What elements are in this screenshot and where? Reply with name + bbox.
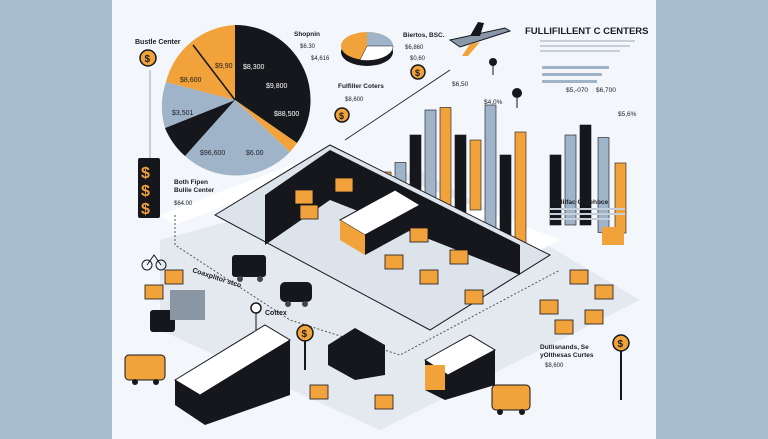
label-bulile-center: Bulile Center <box>174 187 215 194</box>
label-cottex: Cottex <box>265 310 287 317</box>
pie-slice-black <box>235 24 311 144</box>
package-icon <box>419 269 439 285</box>
bar <box>549 154 562 226</box>
label-small-value: $4,616 <box>311 56 330 62</box>
package-icon <box>144 284 164 300</box>
label-dutlisnands-value: $8,600 <box>545 363 564 369</box>
bar <box>579 124 592 226</box>
package-icon <box>594 284 614 300</box>
progress-line <box>542 66 609 69</box>
logistics-illustration: $9,90 $8,300 $8,600 $9,800 $3,501 $88,50… <box>124 22 649 430</box>
label-fulfiller-coters: Fulfiller Coters <box>338 83 384 90</box>
package-icon <box>584 309 604 325</box>
bar-value-label: $5,6% <box>618 111 637 118</box>
truck-icon <box>424 334 497 400</box>
infographic-canvas: $9,90 $8,300 $8,600 $9,800 $3,501 $88,50… <box>112 0 656 439</box>
van-icon <box>232 255 266 282</box>
bar <box>484 104 497 236</box>
package-icon <box>299 204 319 220</box>
svg-text:$: $ <box>141 183 150 200</box>
svg-text:$: $ <box>415 68 420 78</box>
bar-value-label: $6,50 <box>452 81 469 88</box>
pie-label: $8,300 <box>243 64 265 71</box>
bar-value-label: $4,0% <box>484 99 503 106</box>
bar-value-label: $5,-070 <box>566 87 588 94</box>
map-pin-icon <box>250 302 262 330</box>
page-title: FULLIFILLENT C CENTERS <box>525 26 649 37</box>
van-icon <box>328 328 385 380</box>
label-yolthesas: yOlthesas Curtes <box>540 352 594 359</box>
label-biertos: Biertos, BSC. <box>403 32 445 39</box>
package-stacks <box>144 177 614 410</box>
package-icon <box>464 289 484 305</box>
package-icon <box>294 189 314 205</box>
truck-icon <box>174 324 291 425</box>
map-pin-icon <box>512 88 522 108</box>
pie-slice-orange <box>166 25 235 100</box>
bar <box>514 131 527 253</box>
package-icon <box>409 227 429 243</box>
package-icon <box>374 394 394 410</box>
svg-text:$: $ <box>145 54 151 65</box>
map-pin-icon <box>489 58 497 75</box>
dollar-coin-icon: $ <box>410 64 426 80</box>
package-icon <box>334 177 354 193</box>
label-shopnin-value: $6.30 <box>300 44 316 50</box>
label-both-fipen: Both Fipen <box>174 179 208 186</box>
pie-label: $88,500 <box>274 111 299 118</box>
dollar-sign-banner: $$$ <box>138 158 160 218</box>
pie-slice-black-2 <box>165 100 235 156</box>
pie-slice-bluegray <box>185 100 290 176</box>
pie-label: $8,600 <box>180 77 202 84</box>
truck-icon <box>150 290 205 332</box>
bar <box>614 162 627 234</box>
pie-label: $9,90 <box>215 63 233 70</box>
svg-text:$: $ <box>302 329 308 340</box>
package-icon <box>309 384 329 400</box>
van-icon <box>280 282 312 307</box>
price-tag <box>602 227 624 245</box>
bicycle-icon <box>141 254 167 271</box>
dollar-coin-icon: $ <box>139 49 157 67</box>
label-dutlilfac: Dutlilfac Casehbce <box>550 199 609 206</box>
svg-text:$: $ <box>339 111 344 121</box>
label-biertos-value: $6,860 <box>405 45 424 51</box>
package-icon <box>384 254 404 270</box>
dollar-coin-icon: $ <box>334 107 350 123</box>
pie-chart <box>161 24 311 176</box>
truck-icon <box>124 354 166 385</box>
package-icon <box>164 269 184 285</box>
dollar-coin-icon: $ <box>612 334 630 400</box>
bar <box>469 139 482 211</box>
mini-pie-chart <box>341 32 394 66</box>
label-bustle-center: Bustle Center <box>135 39 181 46</box>
package-icon <box>569 269 589 285</box>
label-biertos-value2: $0,60 <box>410 56 426 62</box>
label-both-value: $64.00 <box>174 201 193 207</box>
label-fulfiller-value: $8,600 <box>345 97 364 103</box>
pie-label: $6.00 <box>246 150 264 157</box>
package-icon <box>449 249 469 265</box>
pie-slice-orange-small <box>235 100 297 152</box>
pie-label: $3,501 <box>172 110 194 117</box>
pie-label: $9,800 <box>266 83 288 90</box>
label-shopnin: Shopnin <box>294 31 320 38</box>
svg-text:$: $ <box>618 339 624 350</box>
svg-text:$: $ <box>141 201 150 218</box>
svg-text:$: $ <box>141 165 150 182</box>
pie-slice-bluegray-2 <box>161 82 235 128</box>
airplane-icon <box>448 22 512 56</box>
pie-label: $96,600 <box>200 150 225 157</box>
package-icon <box>554 319 574 335</box>
bar <box>564 134 577 226</box>
label-dutlisnands: Dutlisnands, Se <box>540 344 589 351</box>
package-icon <box>539 299 559 315</box>
bar-value-label: $6,700 <box>596 87 616 94</box>
truck-icon <box>491 384 531 415</box>
dollar-coin-icon: $ <box>296 324 314 370</box>
